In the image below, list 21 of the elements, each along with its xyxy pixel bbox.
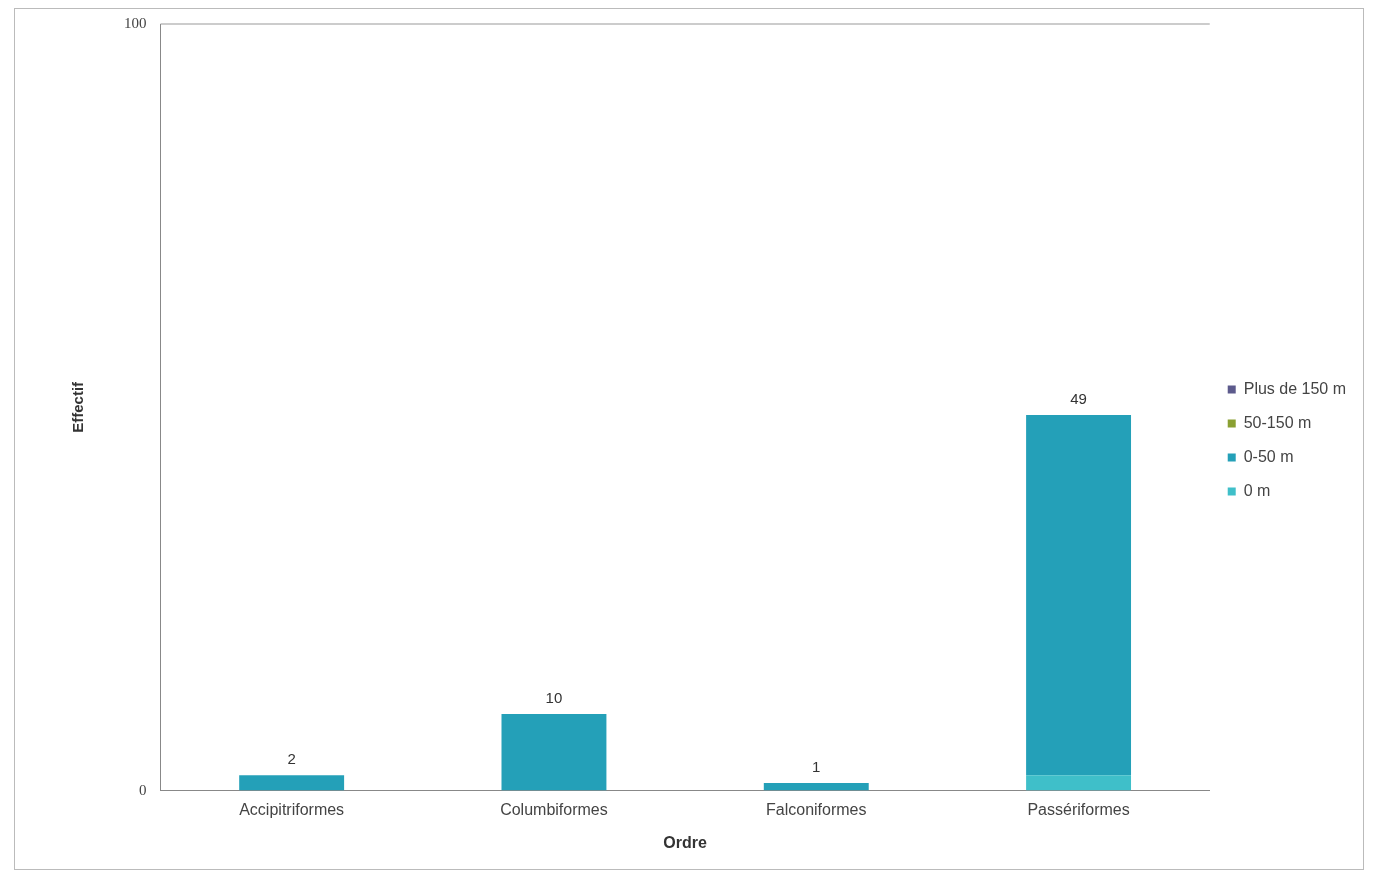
bar: [1026, 414, 1132, 776]
x-axis-title: Ordre: [663, 833, 707, 851]
legend-label: Plus de 150 m: [1243, 379, 1346, 397]
total-label: 49: [1070, 389, 1087, 407]
x-tick-label: Columbiformes: [500, 800, 608, 818]
total-label: 2: [287, 749, 296, 767]
legend-label: 0 m: [1243, 481, 1271, 499]
y-tick-label: 0: [139, 781, 147, 798]
bar: [239, 775, 345, 791]
y-tick-label: 100: [124, 14, 147, 31]
legend-label: 0-50 m: [1243, 447, 1294, 465]
x-tick-label: Passériformes: [1027, 800, 1130, 818]
x-tick-label: Accipitriformes: [239, 800, 345, 818]
bar: [1026, 775, 1132, 791]
x-tick-label: Falconiformes: [766, 800, 867, 818]
bar: [501, 713, 607, 791]
bar: [763, 782, 869, 791]
total-label: 10: [545, 688, 563, 706]
y-axis-title: Effectif: [69, 380, 87, 433]
total-label: 1: [812, 757, 821, 775]
legend-label: 50-150 m: [1243, 413, 1312, 431]
